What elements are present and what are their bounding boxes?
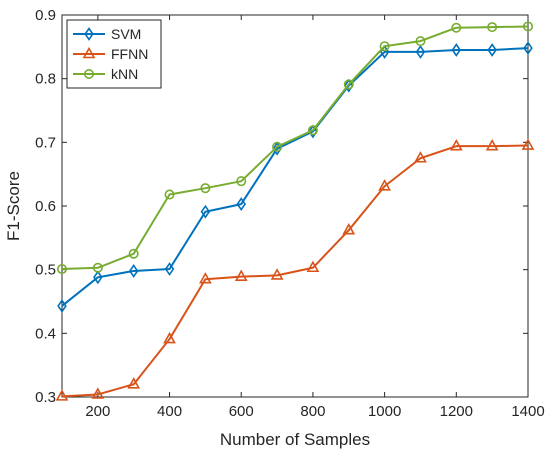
data-point-ffnn (342, 223, 356, 235)
x-tick-label: 800 (300, 403, 325, 420)
data-point-ffnn (306, 260, 320, 273)
x-tick-label: 600 (229, 403, 254, 420)
data-point-knn (487, 22, 498, 33)
data-point-svm (451, 43, 462, 57)
y-tick-label: 0.8 (35, 71, 56, 88)
data-point-svm (343, 78, 354, 93)
data-point-knn (379, 41, 390, 52)
data-point-ffnn (449, 139, 463, 151)
legend-marker-knn (84, 69, 95, 80)
data-point-ffnn (163, 331, 176, 344)
data-point-ffnn (234, 269, 248, 281)
legend-label-svm: SVM (111, 26, 141, 42)
data-point-svm (93, 270, 103, 285)
series-svm (57, 41, 533, 313)
data-point-knn (236, 176, 247, 187)
data-point-svm (415, 45, 426, 59)
x-tick-label: 400 (157, 403, 182, 420)
data-point-knn (343, 79, 354, 90)
data-point-ffnn (55, 389, 69, 401)
x-axis-label: Number of Samples (220, 430, 370, 449)
data-point-knn (522, 21, 533, 32)
legend-marker-ffnn (82, 46, 96, 59)
data-point-ffnn (91, 387, 105, 399)
data-point-svm (523, 41, 533, 56)
y-tick-label: 0.3 (35, 389, 56, 406)
data-point-svm (57, 299, 67, 313)
data-point-svm (236, 197, 247, 211)
axis-ticks: 200 400 600 800 1000 1200 1400 0.3 0.4 0.5 0.6 0.7 0… (35, 7, 545, 420)
y-tick-label: 0.6 (35, 198, 56, 215)
y-tick-label: 0.4 (35, 325, 56, 342)
legend-label-ffnn: FFNN (111, 46, 148, 62)
x-tick-label: 200 (85, 403, 110, 420)
x-tick-label: 1000 (368, 403, 401, 420)
legend-marker-svm (84, 27, 94, 41)
legend-label-knn: kNN (111, 66, 138, 82)
data-point-svm (164, 262, 175, 276)
data-point-svm (308, 124, 318, 139)
data-point-knn (56, 264, 67, 275)
series-knn (56, 21, 533, 275)
data-point-ffnn (270, 268, 284, 280)
y-tick-label: 0.7 (35, 134, 56, 151)
series-line-knn (61, 25, 529, 271)
series-ffnn (55, 138, 535, 401)
data-point-ffnn (378, 179, 391, 191)
data-point-svm (128, 264, 139, 278)
data-point-ffnn (127, 377, 141, 389)
data-point-knn (92, 262, 103, 273)
data-point-knn (451, 22, 462, 33)
data-point-knn (272, 141, 283, 152)
data-point-ffnn (521, 138, 535, 150)
data-point-knn (128, 248, 139, 259)
data-point-ffnn (485, 139, 499, 151)
data-point-ffnn (199, 272, 212, 284)
data-point-svm (272, 141, 282, 156)
data-point-svm (200, 204, 211, 219)
data-point-ffnn (414, 151, 427, 163)
y-tick-label: 0.5 (35, 262, 56, 279)
data-point-knn (164, 189, 175, 200)
data-point-svm (487, 43, 497, 57)
data-point-knn (415, 36, 426, 47)
x-tick-label: 1400 (511, 403, 544, 420)
y-axis-label: F1-Score (4, 171, 23, 241)
x-tick-label: 1200 (440, 403, 473, 420)
series-line-ffnn (61, 144, 529, 398)
data-point-knn (307, 125, 318, 136)
data-point-knn (200, 183, 211, 194)
series-line-svm (61, 47, 529, 307)
series-layer (55, 21, 535, 401)
legend: SVM FFNN kNN (66, 19, 162, 89)
y-tick-label: 0.9 (35, 7, 56, 24)
